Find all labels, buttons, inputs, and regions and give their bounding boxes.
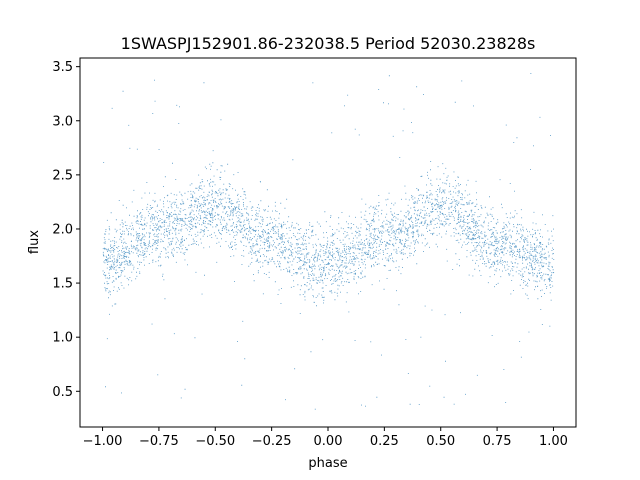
x-tick-label: −1.00	[83, 434, 123, 449]
y-axis-ticks: 0.5 1.0 1.5 2.0 2.5 3.0 3.5	[52, 60, 80, 400]
x-tick-label: 0.50	[426, 434, 455, 449]
y-tick-label: 0.5	[52, 385, 73, 400]
x-tick-label: 0.75	[483, 434, 512, 449]
x-tick-label: 1.00	[539, 434, 568, 449]
x-axis-label: phase	[308, 456, 347, 471]
x-tick-label: 0.00	[314, 434, 343, 449]
y-tick-label: 2.0	[52, 222, 73, 237]
y-tick-label: 1.5	[52, 277, 73, 292]
y-tick-label: 3.5	[52, 60, 73, 75]
x-tick-label: 0.25	[370, 434, 399, 449]
y-tick-label: 2.5	[52, 168, 73, 183]
x-tick-label: −0.50	[195, 434, 235, 449]
y-axis-label: flux	[27, 230, 42, 254]
chart-title: 1SWASPJ152901.86-232038.5 Period 52030.2…	[121, 34, 536, 53]
x-tick-label: −0.25	[252, 434, 292, 449]
y-tick-label: 1.0	[52, 331, 73, 346]
x-tick-label: −0.75	[139, 434, 179, 449]
x-axis-ticks: −1.00 −0.75 −0.50 −0.25 0.00 0.25 0.50 0.75 1.00	[83, 427, 568, 449]
y-tick-label: 3.0	[52, 114, 73, 129]
